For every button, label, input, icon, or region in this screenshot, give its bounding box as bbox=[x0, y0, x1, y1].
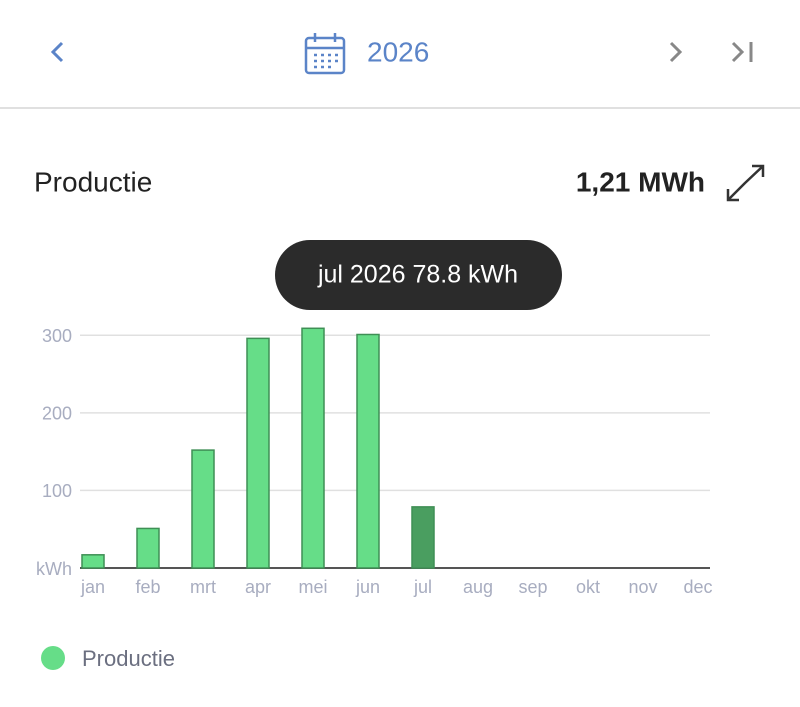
x-tick-label: okt bbox=[576, 577, 600, 597]
bar bbox=[136, 527, 160, 569]
x-tick-label: feb bbox=[135, 577, 160, 597]
prev-button[interactable] bbox=[50, 41, 64, 63]
last-button[interactable] bbox=[731, 41, 753, 63]
legend-swatch bbox=[41, 646, 65, 670]
x-tick-label: mei bbox=[298, 577, 327, 597]
year[interactable]: 2026 bbox=[367, 36, 429, 67]
bar bbox=[356, 333, 380, 569]
x-tick-label: apr bbox=[245, 577, 271, 597]
bar bbox=[81, 554, 105, 569]
legend-label: Productie bbox=[82, 646, 175, 671]
bar bbox=[301, 327, 325, 569]
bar bbox=[411, 506, 435, 569]
tooltip bbox=[275, 240, 562, 310]
x-tick-label: jan bbox=[80, 577, 105, 597]
y-tick-label: kWh bbox=[36, 559, 72, 579]
tooltip-text: jul 2026 78.8 kWh bbox=[317, 261, 518, 289]
y-tick-label: 100 bbox=[42, 481, 72, 501]
section-title: Productie bbox=[34, 166, 152, 197]
x-tick-label: nov bbox=[628, 577, 657, 597]
total: 1,21 MWh bbox=[576, 166, 705, 197]
x-tick-label: jun bbox=[355, 577, 380, 597]
y-tick-label: 300 bbox=[42, 326, 72, 346]
x-tick-label: aug bbox=[463, 577, 493, 597]
bar bbox=[191, 449, 215, 569]
y-tick-label: 200 bbox=[42, 404, 72, 424]
bar bbox=[246, 337, 270, 569]
expand-button[interactable] bbox=[726, 164, 765, 202]
x-tick-label: sep bbox=[518, 577, 547, 597]
x-tick-label: jul bbox=[413, 577, 432, 597]
x-tick-label: dec bbox=[683, 577, 712, 597]
calendar-icon[interactable] bbox=[304, 33, 346, 75]
x-tick-label: mrt bbox=[190, 577, 216, 597]
next-button[interactable] bbox=[669, 41, 683, 63]
